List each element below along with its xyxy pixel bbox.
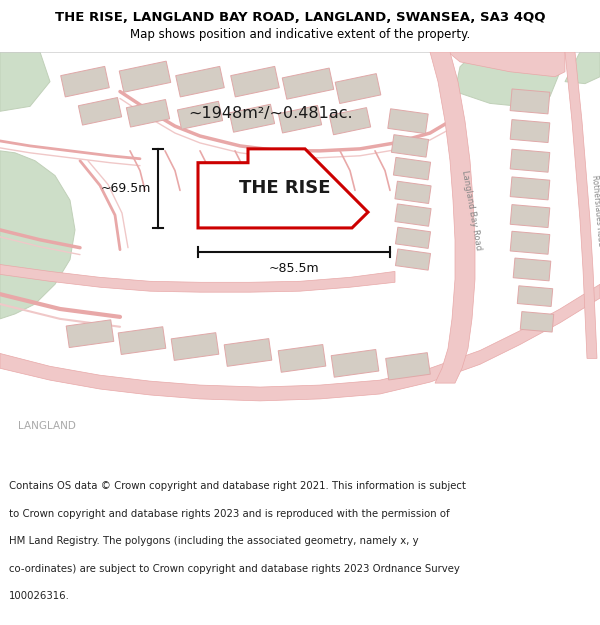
Polygon shape [171, 332, 219, 361]
Polygon shape [395, 228, 431, 248]
Polygon shape [395, 249, 431, 270]
Polygon shape [510, 231, 550, 254]
Polygon shape [119, 61, 171, 92]
Polygon shape [329, 107, 371, 135]
Text: THE RISE, LANGLAND BAY ROAD, LANGLAND, SWANSEA, SA3 4QQ: THE RISE, LANGLAND BAY ROAD, LANGLAND, S… [55, 11, 545, 24]
Polygon shape [0, 52, 50, 111]
Polygon shape [176, 66, 224, 97]
Text: HM Land Registry. The polygons (including the associated geometry, namely x, y: HM Land Registry. The polygons (includin… [9, 536, 419, 546]
Polygon shape [520, 312, 554, 332]
Polygon shape [395, 181, 431, 204]
Polygon shape [448, 52, 565, 77]
Polygon shape [278, 106, 322, 133]
Text: Langland Bay Road: Langland Bay Road [460, 169, 483, 251]
Polygon shape [510, 89, 550, 114]
Text: 100026316.: 100026316. [9, 591, 70, 601]
Polygon shape [510, 177, 550, 200]
Polygon shape [127, 99, 170, 127]
Text: ~85.5m: ~85.5m [269, 261, 319, 274]
Polygon shape [510, 149, 550, 173]
Text: Map shows position and indicative extent of the property.: Map shows position and indicative extent… [130, 28, 470, 41]
Text: LANGLAND: LANGLAND [18, 421, 76, 431]
Text: co-ordinates) are subject to Crown copyright and database rights 2023 Ordnance S: co-ordinates) are subject to Crown copyr… [9, 564, 460, 574]
Polygon shape [455, 52, 560, 106]
Text: to Crown copyright and database rights 2023 and is reproduced with the permissio: to Crown copyright and database rights 2… [9, 509, 449, 519]
Polygon shape [278, 344, 326, 372]
Text: ~69.5m: ~69.5m [101, 182, 151, 195]
Text: ~1948m²/~0.481ac.: ~1948m²/~0.481ac. [188, 106, 353, 121]
Polygon shape [178, 101, 223, 129]
Polygon shape [386, 352, 430, 380]
Polygon shape [282, 68, 334, 99]
Text: THE RISE: THE RISE [239, 179, 331, 198]
Polygon shape [394, 158, 431, 180]
Polygon shape [513, 258, 551, 281]
Polygon shape [565, 52, 597, 358]
Polygon shape [331, 349, 379, 378]
Polygon shape [198, 149, 368, 228]
Polygon shape [61, 66, 109, 97]
Polygon shape [395, 204, 431, 226]
Text: Rotherslades Road: Rotherslades Road [590, 174, 600, 246]
Polygon shape [66, 320, 114, 348]
Polygon shape [0, 284, 600, 401]
Polygon shape [0, 264, 395, 292]
Polygon shape [335, 74, 381, 104]
Polygon shape [224, 339, 272, 366]
Polygon shape [118, 327, 166, 354]
Polygon shape [388, 109, 428, 134]
Polygon shape [79, 98, 122, 125]
Polygon shape [430, 52, 475, 383]
Polygon shape [565, 52, 600, 84]
Polygon shape [517, 286, 553, 306]
Polygon shape [510, 119, 550, 142]
Text: Contains OS data © Crown copyright and database right 2021. This information is : Contains OS data © Crown copyright and d… [9, 481, 466, 491]
Polygon shape [229, 104, 275, 132]
Polygon shape [391, 134, 428, 157]
Polygon shape [510, 204, 550, 228]
Polygon shape [0, 151, 75, 319]
Polygon shape [231, 66, 279, 97]
